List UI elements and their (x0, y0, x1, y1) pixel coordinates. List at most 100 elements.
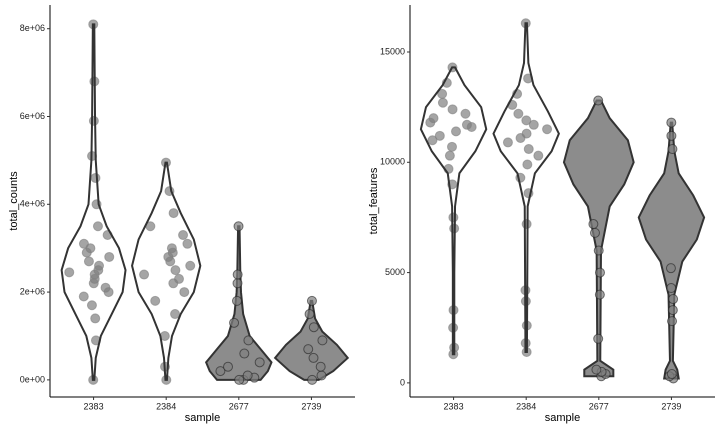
point (215, 366, 226, 377)
point (308, 322, 319, 333)
point (90, 313, 101, 324)
point (666, 130, 677, 141)
x-tick-label: 2739 (301, 401, 321, 411)
point (254, 357, 265, 368)
point (100, 282, 111, 293)
point (139, 269, 150, 280)
point (86, 300, 97, 311)
point (451, 126, 462, 137)
point (223, 361, 234, 372)
x-tick-label: 2677 (589, 401, 609, 411)
point (523, 144, 534, 155)
point (179, 287, 190, 298)
x-tick-label: 2383 (84, 401, 104, 411)
y-tick-label: 8e+06 (20, 23, 45, 33)
point (446, 141, 457, 152)
violin (60, 23, 127, 381)
violin (131, 161, 202, 381)
point (521, 128, 532, 139)
point (182, 238, 193, 249)
point (589, 227, 600, 238)
point (316, 370, 327, 381)
point (591, 364, 602, 375)
point (185, 260, 196, 271)
point (513, 108, 524, 119)
point (234, 374, 245, 385)
point (315, 361, 326, 372)
point (173, 273, 184, 284)
point (542, 124, 553, 135)
y-axis-label: total_features (368, 167, 380, 234)
point (428, 113, 439, 124)
point (232, 269, 243, 280)
y-tick-label: 10000 (380, 157, 405, 167)
point (533, 150, 544, 161)
point (239, 348, 250, 359)
violin (419, 66, 488, 356)
x-axis-label: sample (545, 412, 580, 424)
point (665, 263, 676, 274)
point (667, 144, 678, 155)
point (437, 88, 448, 99)
x-axis-label: sample (185, 412, 220, 424)
x-tick-label: 2677 (229, 401, 249, 411)
point (231, 295, 242, 306)
x-tick-label: 2384 (516, 401, 536, 411)
point (667, 305, 678, 316)
point (461, 119, 472, 130)
point (243, 335, 254, 346)
y-tick-label: 4e+06 (20, 199, 45, 209)
point (90, 172, 101, 183)
point (593, 95, 604, 106)
point (304, 309, 315, 320)
point (170, 265, 181, 276)
point (528, 119, 539, 130)
point (178, 230, 189, 241)
point (83, 256, 94, 267)
point (502, 137, 513, 148)
point (437, 97, 448, 108)
point (666, 117, 677, 128)
point (317, 335, 328, 346)
point (434, 130, 445, 141)
point (232, 278, 243, 289)
point (588, 219, 599, 230)
point (166, 243, 177, 254)
y-tick-label: 0 (400, 377, 405, 387)
point (668, 294, 679, 305)
point (427, 135, 438, 146)
point (447, 104, 458, 115)
point (521, 115, 532, 126)
point (150, 295, 161, 306)
y-tick-label: 5000 (385, 267, 405, 277)
violin (637, 121, 706, 380)
point (593, 333, 604, 344)
y-axis-label: total_counts (8, 171, 20, 231)
point (593, 245, 604, 256)
x-tick-label: 2739 (661, 401, 681, 411)
point (666, 369, 677, 380)
point (168, 208, 179, 219)
y-tick-label: 2e+06 (20, 286, 45, 296)
point (594, 267, 605, 278)
point (170, 309, 181, 320)
point (308, 352, 319, 363)
point (78, 291, 89, 302)
y-tick-label: 15000 (380, 46, 405, 56)
point (444, 150, 455, 161)
point (229, 317, 240, 328)
point (242, 370, 253, 381)
point (667, 316, 678, 327)
point (448, 212, 459, 223)
x-tick-label: 2383 (444, 401, 464, 411)
point (460, 108, 471, 119)
point (666, 283, 677, 294)
violin (492, 22, 560, 353)
point (233, 221, 244, 232)
point (64, 267, 75, 278)
point (522, 159, 533, 170)
y-tick-label: 6e+06 (20, 111, 45, 121)
y-tick-label: 0e+00 (20, 374, 45, 384)
x-tick-label: 2384 (156, 401, 176, 411)
